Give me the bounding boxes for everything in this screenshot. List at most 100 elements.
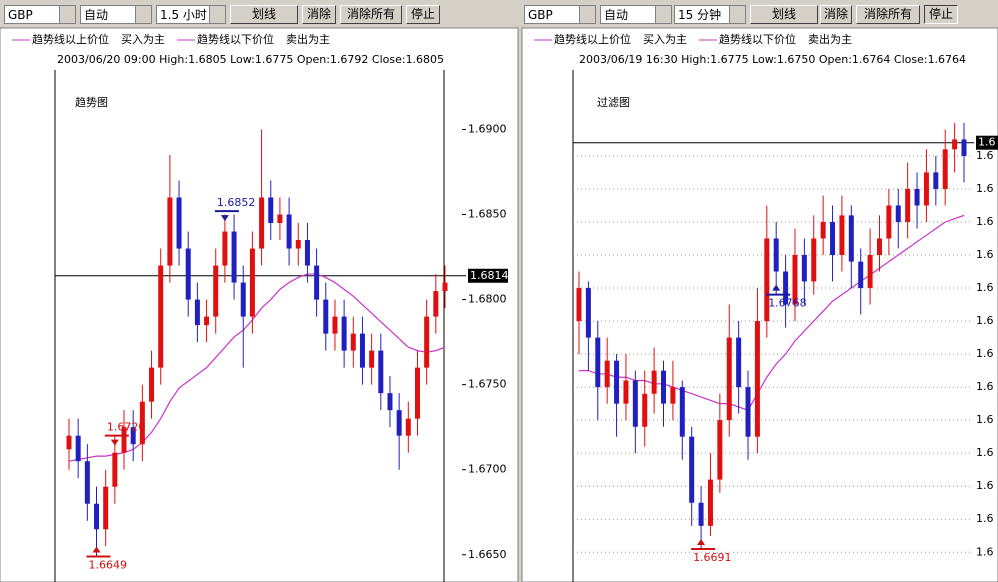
candle-body: [341, 316, 347, 351]
candle-body: [185, 248, 191, 300]
dropdown[interactable]: 自动: [80, 5, 152, 24]
info-line: 2003/06/20 09:00 High:1.6805 Low:1.6775 …: [57, 53, 444, 66]
y-tick-label: 1.6: [976, 446, 994, 459]
dropdown[interactable]: GBP: [524, 5, 596, 24]
dropdown[interactable]: 自动: [600, 5, 672, 24]
toolbar-button[interactable]: 划线: [230, 5, 298, 24]
toolbar-button[interactable]: 消除所有: [856, 5, 920, 24]
candle-body: [167, 197, 173, 266]
candle-body: [323, 299, 329, 334]
candle-body: [952, 139, 958, 150]
candle-body: [84, 461, 90, 504]
candle-body: [736, 337, 742, 388]
candle-body: [130, 427, 136, 445]
candle-body: [632, 380, 638, 427]
y-tick-label: 1.6: [976, 347, 994, 360]
price-marker-label: 1.6691: [693, 551, 732, 564]
candle-body: [442, 282, 448, 292]
candle-body: [689, 436, 695, 503]
candle-body: [414, 367, 420, 419]
current-price-label: 1.6814: [470, 269, 509, 282]
candle-body: [830, 221, 836, 256]
price-marker-label: 1.6852: [217, 196, 256, 209]
candle-body: [858, 261, 864, 289]
candle-body: [259, 197, 265, 249]
candle-body: [396, 410, 402, 436]
dropdown[interactable]: 1.5 小时: [156, 5, 226, 24]
candle-body: [277, 214, 283, 224]
candle-body: [698, 502, 704, 526]
dropdown[interactable]: 15 分钟: [674, 5, 746, 24]
y-tick-label: 1.6: [976, 479, 994, 492]
toolbar-button[interactable]: 停止: [924, 5, 958, 24]
candle-body: [839, 215, 845, 256]
candle-body: [585, 288, 591, 338]
candle-body: [961, 139, 967, 156]
candle-body: [942, 149, 948, 189]
current-price-box: [976, 135, 998, 150]
candle-body: [378, 350, 384, 394]
candle-body: [295, 240, 301, 249]
candle-body: [783, 271, 789, 305]
candle-body: [139, 401, 145, 445]
candle-body: [642, 393, 648, 427]
candle-body: [387, 393, 393, 411]
candle-body: [304, 240, 310, 266]
legend-label: 趋势线以下价位: [719, 32, 796, 46]
candle-body: [213, 265, 219, 317]
candle-body: [231, 231, 237, 283]
legend-label: 买入为主: [121, 33, 165, 46]
candle-body: [717, 420, 723, 480]
candle-body: [764, 238, 770, 322]
current-price-label: 1.6: [978, 136, 996, 149]
candle-body: [867, 255, 873, 289]
toolbar-button[interactable]: 消除: [302, 5, 336, 24]
candle-body: [94, 503, 100, 530]
candle-body: [576, 288, 582, 322]
candle-body: [240, 282, 246, 317]
candle-body: [112, 452, 118, 487]
moving-average: [68, 273, 446, 462]
candle-body: [661, 370, 667, 404]
candle-body: [75, 435, 81, 462]
toolbar-button[interactable]: 消除所有: [340, 5, 402, 24]
y-tick-label: 1.6: [976, 215, 994, 228]
y-tick-label: 1.6: [976, 314, 994, 327]
candle-body: [614, 360, 620, 404]
candle-body: [595, 337, 601, 388]
dropdown[interactable]: GBP: [4, 5, 76, 24]
y-tick-label: 1.6650: [468, 548, 507, 561]
candle-body: [679, 387, 685, 437]
candle-body: [914, 188, 920, 206]
candle-body: [604, 360, 610, 388]
legend-label: 卖出为主: [286, 32, 330, 46]
y-tick-label: 1.6: [976, 545, 994, 558]
legend-label: 买入为主: [643, 33, 687, 46]
candle-body: [745, 387, 751, 437]
toolbar-button[interactable]: 停止: [406, 5, 440, 24]
candle-body: [651, 370, 657, 394]
current-price-box: [468, 268, 508, 283]
y-tick-label: 1.6700: [468, 463, 507, 476]
y-tick-label: 1.6800: [468, 293, 507, 306]
toolbar-button[interactable]: 划线: [750, 5, 818, 24]
candle-body: [895, 205, 901, 222]
price-marker-arrow: [220, 215, 229, 222]
candle-body: [268, 197, 274, 224]
toolbar-button[interactable]: 消除: [820, 5, 852, 24]
candle-body: [222, 231, 228, 266]
candle-body: [66, 435, 72, 450]
price-marker-label: 1.6649: [89, 558, 128, 571]
candle-body: [286, 214, 292, 249]
candle-body: [773, 238, 779, 272]
candle-body: [121, 427, 127, 453]
moving-average: [579, 214, 965, 411]
candle-body: [792, 255, 798, 305]
legend-label: 卖出为主: [808, 32, 852, 46]
price-marker-arrow: [772, 284, 781, 291]
y-tick-label: 1.6: [976, 512, 994, 525]
y-tick-label: 1.6: [976, 182, 994, 195]
candle-body: [923, 172, 929, 206]
